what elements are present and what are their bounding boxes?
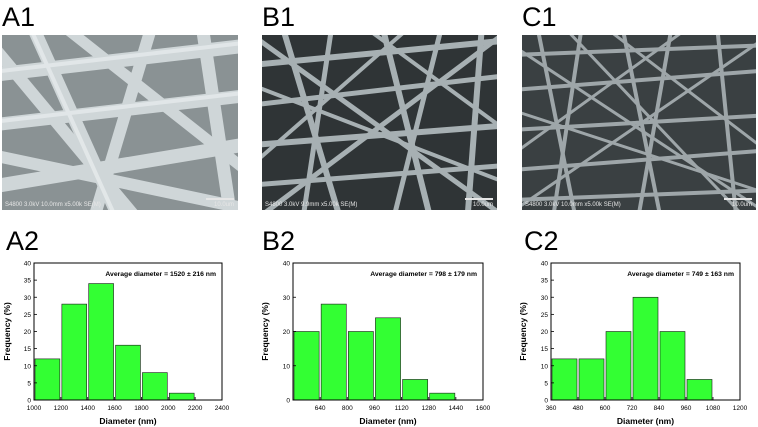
- sem-scale-c1: 10.0um: [731, 202, 752, 208]
- x-tick-label: 360: [546, 405, 557, 412]
- y-tick-label: 40: [541, 261, 549, 268]
- y-axis-label: Frequency (%): [2, 302, 12, 361]
- sem-scale-a1: 10.0um: [213, 202, 234, 208]
- average-diameter-annotation: Average diameter = 798 ± 179 nm: [370, 271, 477, 278]
- y-tick-label: 15: [541, 346, 549, 353]
- x-tick-label: 960: [369, 405, 380, 412]
- y-tick-label: 10: [541, 363, 549, 370]
- y-tick-label: 25: [24, 312, 32, 319]
- x-tick-label: 1120: [395, 405, 409, 412]
- average-diameter-annotation: Average diameter = 749 ± 163 nm: [627, 271, 734, 278]
- y-tick-label: 35: [541, 278, 549, 285]
- y-tick-label: 20: [541, 329, 549, 336]
- sem-fiber-texture-b1: [262, 35, 497, 210]
- sem-scale-bar-a1: [206, 198, 234, 200]
- x-tick-label: 1200: [733, 405, 748, 412]
- histogram-bar: [293, 331, 320, 401]
- sem-scale-bar-b1: [465, 198, 493, 200]
- x-tick-label: 2200: [188, 405, 203, 412]
- x-tick-label: 480: [573, 405, 584, 412]
- y-tick-label: 30: [283, 295, 291, 302]
- sem-caption-a1: S4800 3.0kV 10.0mm x5.00k SE(M): [5, 202, 101, 208]
- x-tick-label: 1400: [80, 405, 95, 412]
- sem-image-a1: S4800 3.0kV 10.0mm x5.00k SE(M) 10.0um: [2, 35, 238, 210]
- y-axis-label: Frequency (%): [518, 302, 528, 361]
- histogram-bar: [578, 358, 605, 401]
- y-tick-label: 25: [541, 312, 549, 319]
- y-tick-label: 40: [24, 261, 32, 268]
- y-tick-label: 30: [541, 295, 549, 302]
- histogram-bar: [375, 317, 401, 401]
- sem-caption-b1: S4800 3.0kV 9.9mm x5.00k SE(M): [265, 202, 358, 208]
- histogram-bar: [88, 283, 114, 401]
- y-tick-label: 0: [27, 398, 31, 405]
- histogram-a2: 0 5 10 15 20 25 30 35 40 1000 1200 1400 1600 1800 2000…: [0, 255, 250, 427]
- histogram-bar: [605, 331, 632, 401]
- sem-image-c1: S4800 3.0kV 10.0mm x5.00k SE(M) 10.0um: [522, 35, 756, 210]
- x-tick-label: 1080: [706, 405, 721, 412]
- histogram-bar: [61, 303, 88, 401]
- histogram-bar: [402, 379, 429, 401]
- histogram-bar: [429, 392, 456, 401]
- histogram-bar: [115, 344, 141, 401]
- sem-scale-bar-c1: [724, 198, 752, 200]
- x-tick-label: 960: [681, 405, 692, 412]
- x-tick-label: 640: [315, 405, 326, 412]
- histogram-bar: [551, 358, 578, 401]
- sem-scale-b1: 10.0um: [472, 202, 493, 208]
- x-tick-label: 2000: [161, 405, 176, 412]
- histogram-bar: [347, 331, 374, 401]
- y-tick-label: 0: [544, 398, 548, 405]
- y-tick-label: 40: [283, 261, 291, 268]
- histogram-bar: [142, 372, 168, 401]
- x-axis-label: Diameter (nm): [359, 416, 416, 426]
- x-tick-label: 1800: [134, 405, 149, 412]
- x-axis-label: Diameter (nm): [617, 416, 674, 426]
- histogram-bar: [320, 303, 347, 401]
- histogram-bar: [34, 358, 61, 401]
- y-tick-label: 30: [24, 295, 32, 302]
- sem-image-b1: S4800 3.0kV 9.9mm x5.00k SE(M) 10.0um: [262, 35, 497, 210]
- x-tick-label: 800: [342, 405, 353, 412]
- histogram-bar: [659, 331, 686, 401]
- panel-label-a2: A2: [6, 226, 40, 256]
- x-axis-label: Diameter (nm): [99, 416, 156, 426]
- x-tick-label: 1600: [107, 405, 122, 412]
- x-tick-label: 720: [627, 405, 638, 412]
- y-axis-label: Frequency (%): [260, 302, 270, 361]
- histogram-c2: 0 5 10 15 20 25 30 35 40 360 480 600 720 840 960 1080 12…: [516, 255, 758, 427]
- y-tick-label: 35: [24, 278, 32, 285]
- average-diameter-annotation: Average diameter = 1520 ± 216 nm: [105, 271, 216, 278]
- x-tick-label: 1280: [421, 405, 436, 412]
- x-tick-label: 1000: [27, 405, 42, 412]
- sem-fiber-texture-c1: [522, 35, 756, 210]
- panel-label-c1: C1: [522, 2, 557, 32]
- x-tick-label: 840: [654, 405, 665, 412]
- y-tick-label: 5: [27, 380, 31, 387]
- x-tick-label: 1440: [449, 405, 464, 412]
- panel-label-b2: B2: [262, 226, 296, 256]
- y-tick-label: 20: [24, 329, 32, 336]
- y-tick-label: 10: [283, 363, 291, 370]
- y-tick-label: 10: [24, 363, 32, 370]
- x-tick-label: 2400: [215, 405, 230, 412]
- panel-label-b1: B1: [262, 2, 296, 32]
- sem-fiber-texture-a1: [2, 35, 238, 210]
- y-tick-label: 15: [24, 346, 32, 353]
- histogram-bar: [686, 379, 713, 401]
- panel-label-c2: C2: [524, 226, 559, 256]
- sem-caption-c1: S4800 3.0kV 10.0mm x5.00k SE(M): [525, 202, 621, 208]
- histogram-bar: [632, 296, 659, 401]
- x-tick-label: 1600: [476, 405, 491, 412]
- histogram-b2: 0 10 20 30 40 640 800 960 1120 1280 1440 1600 Diamet…: [258, 255, 508, 427]
- histogram-bar: [168, 392, 195, 401]
- y-tick-label: 5: [544, 380, 548, 387]
- y-tick-label: 20: [283, 329, 291, 336]
- panel-label-a1: A1: [2, 2, 36, 32]
- x-tick-label: 600: [600, 405, 611, 412]
- y-tick-label: 0: [286, 398, 290, 405]
- x-tick-label: 1200: [54, 405, 69, 412]
